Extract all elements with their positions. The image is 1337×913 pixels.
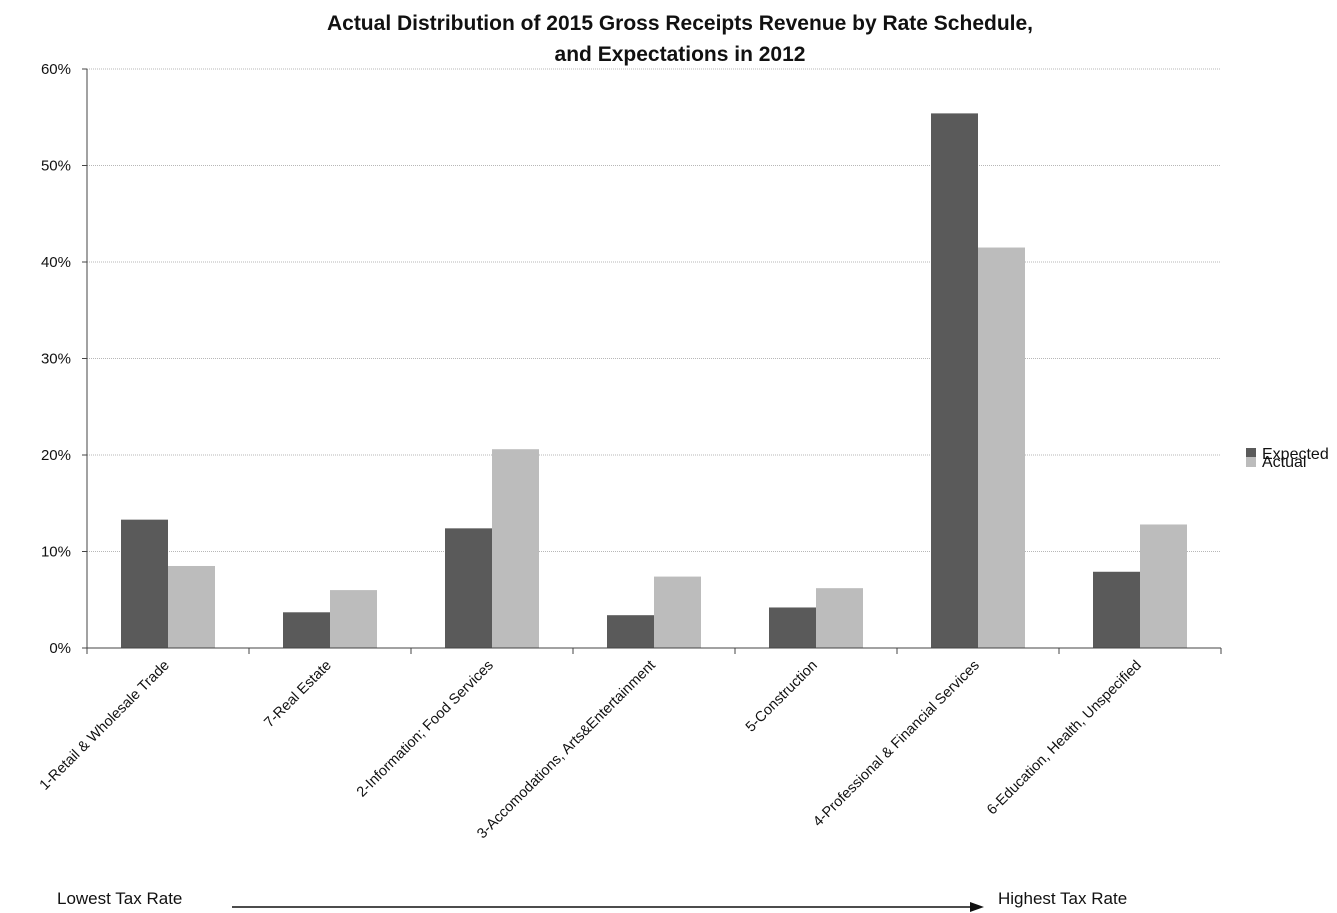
legend-swatch-expected [1246, 448, 1256, 458]
x-category-label: 4-Professional & Financial Services [810, 658, 983, 831]
annotation-lowest-tax-rate: Lowest Tax Rate [57, 889, 182, 908]
x-category-labels: 1-Retail & Wholesale Trade 7-Real Estate 2… [37, 658, 1145, 843]
y-tick-label: 20% [41, 447, 71, 464]
y-tick-labels: 0% 10% 20% 30% 40% 50% 60% [41, 61, 71, 657]
bar-expected [607, 615, 654, 648]
gridlines [87, 68, 1221, 552]
bars [121, 113, 1187, 648]
x-category-label: 2-Information; Food Services [354, 658, 497, 801]
bar-expected [931, 113, 978, 648]
x-category-label: 5-Construction [743, 658, 821, 736]
bar-expected [445, 528, 492, 648]
annotation-highest-tax-rate: Highest Tax Rate [998, 889, 1127, 908]
bar-actual [330, 590, 377, 648]
y-tick-label: 0% [49, 640, 71, 657]
x-category-label: 6-Education, Health, Unspecified [984, 658, 1145, 819]
bar-expected [769, 607, 816, 648]
x-category-label: 1-Retail & Wholesale Trade [37, 658, 173, 794]
bar-actual [978, 247, 1025, 648]
y-tick-label: 50% [41, 158, 71, 175]
bar-actual [168, 565, 215, 648]
legend-label-expected: Expected [1262, 446, 1329, 463]
bar-actual [492, 449, 539, 648]
chart-title-line1: Actual Distribution of 2015 Gross Receip… [327, 12, 1033, 35]
legend-label-actual: Actual [1262, 454, 1306, 471]
bar-expected [283, 612, 330, 648]
y-tick-label: 10% [41, 544, 71, 561]
chart-title-line2: and Expectations in 2012 [555, 43, 806, 66]
bar-actual [816, 588, 863, 648]
bar-expected [121, 519, 168, 648]
bar-expected [1093, 571, 1140, 648]
y-tick-label: 60% [41, 61, 71, 78]
y-tick-label: 40% [41, 254, 71, 271]
bar-actual [1140, 524, 1187, 648]
bar-actual [654, 576, 701, 648]
legend-swatch-actual [1246, 457, 1256, 467]
tax-rate-arrow-head [970, 902, 984, 912]
x-category-label: 3-Accomodations, Arts&Entertainment [474, 658, 659, 843]
axes [82, 68, 1222, 654]
y-tick-label: 30% [41, 351, 71, 368]
x-category-label: 7-Real Estate [261, 658, 334, 731]
legend: Expected Actual [1246, 446, 1329, 471]
